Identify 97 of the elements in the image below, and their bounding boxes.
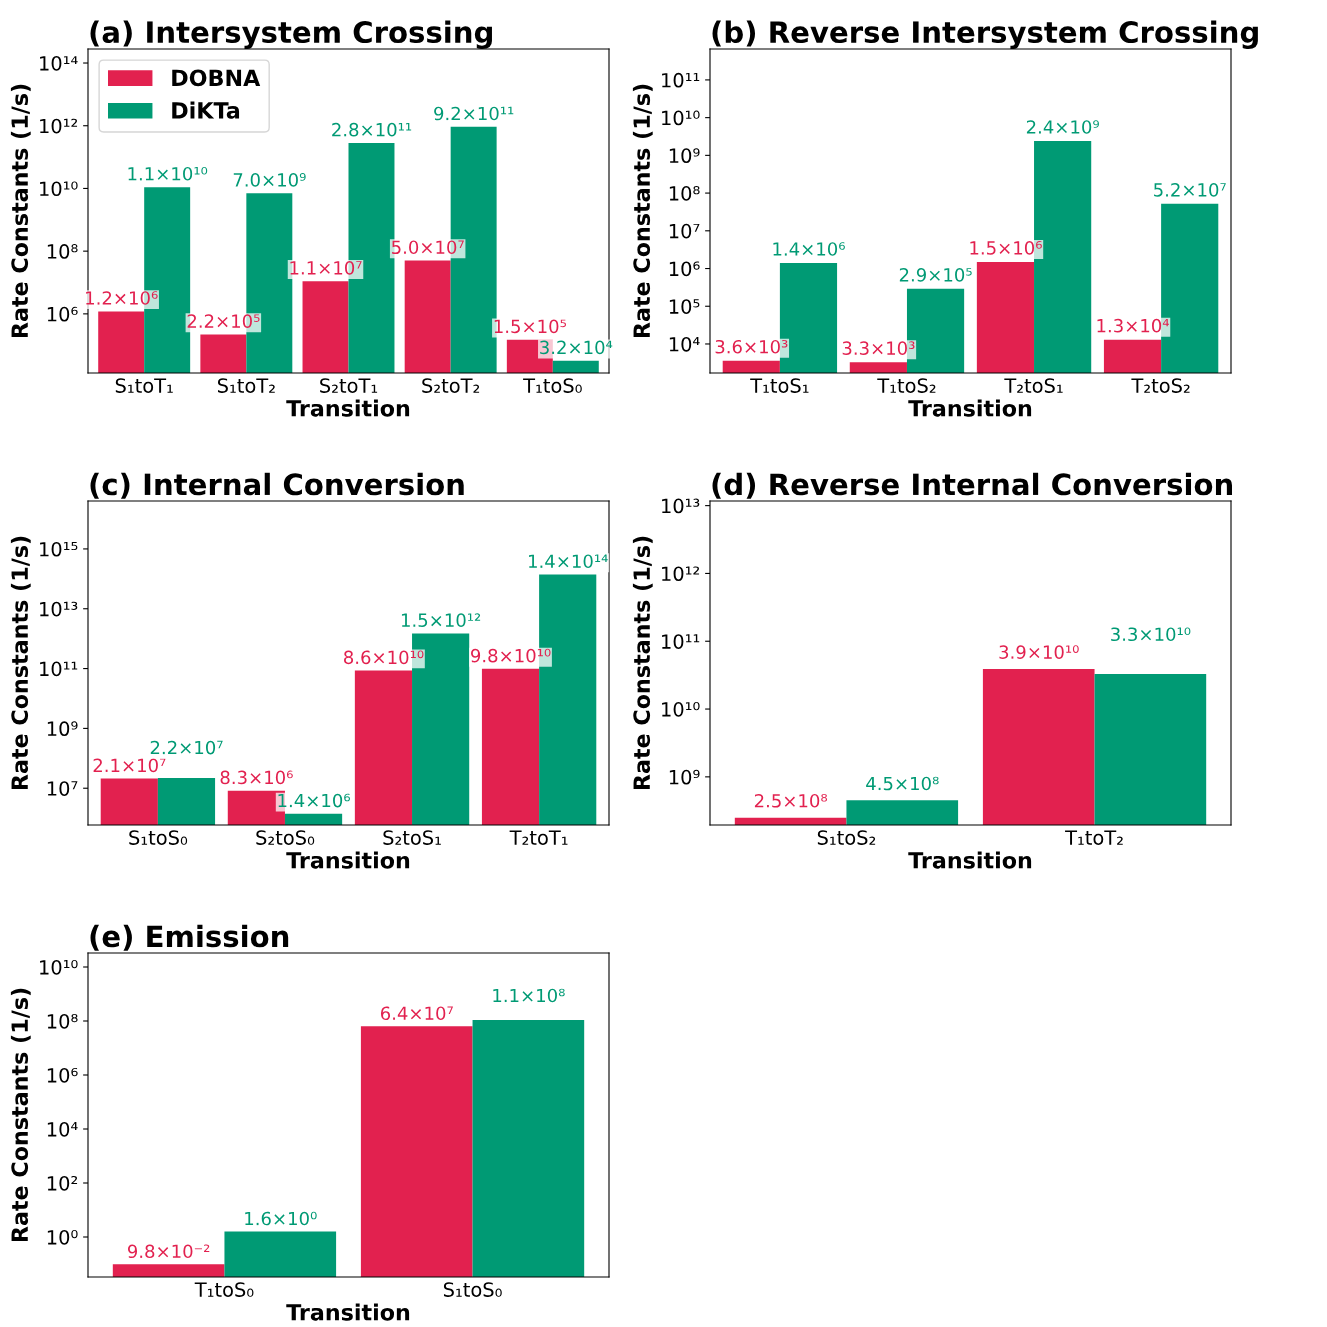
y-tick-label: 10¹¹ xyxy=(662,72,700,88)
y-tick-label: 10¹⁰ xyxy=(662,110,700,126)
data-label: 1.6×10⁰ xyxy=(245,1211,317,1226)
x-tick-label: S₁toS₀ xyxy=(129,830,188,845)
x-tick-label: T₁toS₂ xyxy=(877,378,936,393)
data-label: 3.9×10¹⁰ xyxy=(999,645,1079,659)
y-tick-label: 10¹² xyxy=(40,118,78,134)
y-axis-title: Rate Constants (1/s) xyxy=(10,988,31,1242)
y-tick-label: 10⁹ xyxy=(669,769,700,785)
data-label: 9.8×10¹⁰ xyxy=(471,648,551,663)
x-tick-label: S₂toT₂ xyxy=(422,378,480,393)
data-label: 1.5×10¹² xyxy=(401,613,481,627)
data-label: 5.0×10⁷ xyxy=(392,240,464,255)
x-tick-label: T₂toS₂ xyxy=(1131,378,1190,393)
y-tick-label: 10⁴ xyxy=(669,336,700,352)
legend-label: DOBNA xyxy=(172,69,261,87)
y-axis-title: Rate Constants (1/s) xyxy=(10,84,31,338)
y-tick-label: 10⁷ xyxy=(669,223,700,239)
chart-title: (b) Reverse Intersystem Crossing xyxy=(712,20,1258,49)
y-tick-label: 10¹¹ xyxy=(662,634,700,649)
chart-title: (e) Emission xyxy=(90,924,289,951)
data-label: 2.4×10⁹ xyxy=(1026,120,1099,134)
y-axis-title: Rate Constants (1/s) xyxy=(10,536,31,790)
y-axis-title: Rate Constants (1/s) xyxy=(632,536,653,790)
x-tick-label: S₂toS₀ xyxy=(256,830,315,845)
data-label: 1.2×10⁶ xyxy=(86,291,158,305)
data-label: 9.2×10¹¹ xyxy=(434,106,514,121)
y-tick-label: 10⁹ xyxy=(47,721,78,737)
y-tick-label: 10⁶ xyxy=(47,1067,78,1083)
data-label: 3.2×10⁴ xyxy=(540,340,613,355)
y-tick-label: 10¹¹ xyxy=(40,661,78,677)
data-label: 1.4×10¹⁴ xyxy=(529,554,608,569)
y-tick-label: 10² xyxy=(47,1175,78,1191)
data-label: 9.8×10⁻² xyxy=(127,1244,210,1259)
y-tick-label: 10⁹ xyxy=(669,148,700,164)
data-label: 1.5×10⁶ xyxy=(970,241,1042,255)
x-axis-title: Transition xyxy=(286,399,410,417)
data-label: 8.3×10⁶ xyxy=(220,770,293,785)
x-tick-label: T₁toS₁ xyxy=(750,378,809,393)
data-label: 3.6×10³ xyxy=(715,339,788,354)
x-tick-label: S₁toS₂ xyxy=(817,830,876,845)
data-label: 1.1×10⁸ xyxy=(493,988,565,1003)
data-label: 5.2×10⁷ xyxy=(1154,182,1226,197)
y-tick-label: 10¹⁵ xyxy=(40,541,78,557)
y-tick-label: 10⁷ xyxy=(47,781,78,796)
data-label: 3.3×10³ xyxy=(842,341,915,355)
chart-title: (a) Intersystem Crossing xyxy=(90,20,492,49)
data-label: 1.5×10⁵ xyxy=(494,319,566,334)
y-tick-label: 10¹² xyxy=(662,566,700,582)
chart-title: (c) Internal Conversion xyxy=(90,472,464,499)
x-tick-label: T₁toS₀ xyxy=(194,1282,254,1297)
data-label: 1.1×10⁷ xyxy=(290,261,362,275)
data-label: 8.6×10¹⁰ xyxy=(344,650,424,665)
y-tick-label: 10⁰ xyxy=(47,1229,78,1245)
data-label: 1.1×10¹⁰ xyxy=(128,166,208,181)
x-axis-title: Transition xyxy=(908,399,1032,417)
data-label: 1.3×10⁴ xyxy=(1097,318,1169,333)
chart-title: (d) Reverse Internal Conversion xyxy=(712,472,1232,499)
x-axis-title: Transition xyxy=(286,851,410,869)
data-label: 1.4×10⁶ xyxy=(773,242,845,256)
data-label: 2.9×10⁵ xyxy=(899,267,972,282)
data-label: 3.3×10¹⁰ xyxy=(1111,627,1191,642)
y-tick-label: 10¹³ xyxy=(662,498,700,514)
y-tick-label: 10¹⁴ xyxy=(40,55,78,71)
x-tick-label: S₁toT₂ xyxy=(217,378,275,393)
x-tick-label: S₁toS₀ xyxy=(443,1282,502,1297)
data-label: 2.1×10⁷ xyxy=(93,758,166,773)
data-label: 7.0×10⁹ xyxy=(233,173,306,187)
y-tick-label: 10⁴ xyxy=(47,1121,78,1137)
x-tick-label: S₂toT₁ xyxy=(320,378,378,393)
y-tick-label: 10¹³ xyxy=(40,601,78,617)
y-tick-label: 10¹⁰ xyxy=(40,181,78,197)
y-tick-label: 10¹⁰ xyxy=(662,702,700,717)
y-tick-label: 10⁸ xyxy=(47,1013,78,1029)
x-tick-label: T₂toS₁ xyxy=(1004,378,1063,393)
data-label: 2.5×10⁸ xyxy=(754,793,828,808)
y-tick-label: 10¹⁰ xyxy=(40,959,78,975)
legend-label: DiKTa xyxy=(172,101,240,119)
data-label: 1.4×10⁶ xyxy=(278,793,350,808)
y-tick-label: 10⁶ xyxy=(669,261,700,277)
data-label: 6.4×10⁷ xyxy=(380,1006,453,1021)
y-tick-label: 10⁵ xyxy=(669,299,700,314)
y-tick-label: 10⁶ xyxy=(47,306,78,322)
x-axis-title: Transition xyxy=(286,1303,410,1321)
x-tick-label: T₁toT₂ xyxy=(1065,830,1123,845)
y-tick-label: 10⁸ xyxy=(47,244,78,259)
data-label: 2.2×10⁵ xyxy=(187,314,260,328)
x-tick-label: S₁toT₁ xyxy=(115,378,173,393)
x-tick-label: T₁toS₀ xyxy=(523,378,582,393)
x-tick-label: S₂toS₁ xyxy=(383,830,441,845)
data-label: 2.2×10⁷ xyxy=(150,740,223,755)
y-tick-label: 10⁸ xyxy=(669,186,700,201)
x-axis-title: Transition xyxy=(908,851,1032,869)
x-tick-label: T₂toT₁ xyxy=(509,830,568,845)
y-axis-title: Rate Constants (1/s) xyxy=(632,84,653,338)
data-label: 2.8×10¹¹ xyxy=(332,122,412,137)
data-label: 4.5×10⁸ xyxy=(866,776,939,791)
